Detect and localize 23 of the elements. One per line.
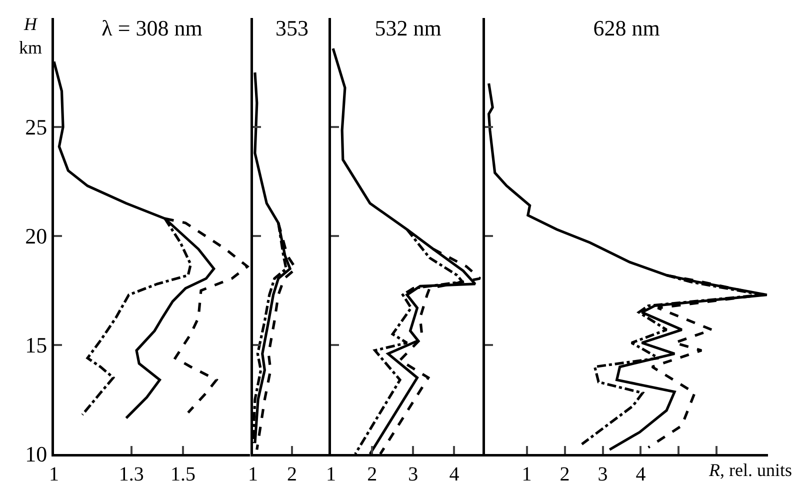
chart-title: 628 nm: [593, 15, 660, 40]
x-tick-label: 1: [326, 464, 336, 486]
x-axis-title: R, rel. units: [708, 460, 792, 480]
x-tick-label: 1: [248, 464, 258, 486]
x-tick-label: 4: [449, 464, 460, 486]
x-tick-label: 3: [598, 464, 608, 486]
x-tick-label: 1: [49, 464, 59, 486]
x-tick-label: 3: [408, 464, 418, 486]
x-tick-label: 1: [522, 464, 532, 486]
x-tick-label: 1.3: [118, 464, 144, 486]
x-tick-label: 4: [636, 464, 646, 486]
y-axis-title: H km: [19, 14, 42, 58]
y-tick-label: 20: [25, 224, 48, 249]
chart-title: 353: [276, 15, 308, 40]
x-tick-label: 2: [287, 464, 297, 486]
chart-title: 532 nm: [374, 15, 442, 40]
chart-title: λ = 308 nm: [102, 15, 202, 40]
x-tick-label: 1.5: [170, 464, 196, 486]
x-tick-label: 2: [560, 464, 570, 486]
y-tick-label: 15: [25, 332, 48, 358]
y-tick-label: 10: [25, 442, 48, 467]
x-tick-label: 2: [367, 464, 378, 486]
y-tick-label: 25: [25, 114, 48, 140]
